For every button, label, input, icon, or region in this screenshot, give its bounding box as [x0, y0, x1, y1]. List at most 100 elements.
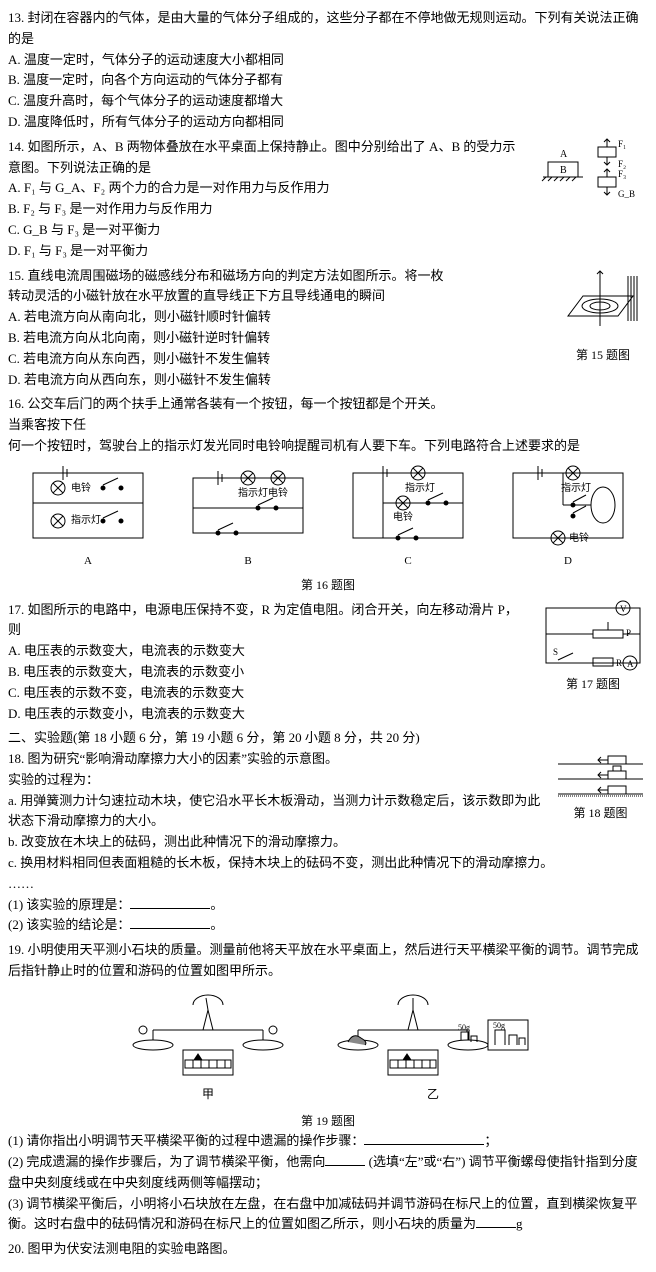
- circuit-a: 电铃 指示灯 A: [23, 463, 153, 571]
- svg-text:指示灯: 指示灯: [238, 486, 268, 499]
- question-13: 13. 封闭在容器内的气体，是由大量的气体分子组成的，这些分子都在不停地做无规则…: [8, 8, 648, 133]
- svg-text:50g: 50g: [458, 1023, 470, 1032]
- q18-p2-blank: [130, 915, 210, 929]
- svg-text:电铃: 电铃: [569, 531, 589, 544]
- svg-text:S: S: [553, 647, 558, 657]
- circuit-a-label: A: [23, 553, 153, 571]
- q14-opt-d: D. F₁ 与 F₃ 是一对平衡力: [8, 241, 648, 262]
- svg-text:P: P: [626, 628, 631, 638]
- circuit-b: 指示灯 电铃 B: [183, 463, 313, 571]
- question-14: B A F₁ F₂ F₃ G_B 14. 如图所示，A、B 两物体叠放在水平桌面…: [8, 137, 648, 262]
- svg-text:指示灯: 指示灯: [561, 481, 591, 494]
- svg-text:指示灯: 指示灯: [405, 481, 435, 494]
- circuit-c-label: C: [343, 553, 473, 571]
- svg-text:50g: 50g: [493, 1021, 505, 1030]
- svg-text:F₂: F₂: [618, 159, 626, 169]
- circuit-d-diagram: 指示灯 电铃: [503, 463, 633, 553]
- q15-figure: 第 15 题图: [558, 266, 648, 365]
- q17-stem: 17. 如图所示的电路中，电源电压保持不变，R 为定值电阻。闭合开关，向左移动滑…: [8, 602, 518, 638]
- q16-caption: 第 16 题图: [8, 576, 648, 595]
- q15-opt-c: C. 若电流方向从东向西，则小磁针不发生偏转: [8, 349, 648, 370]
- q18-caption: 第 18 题图: [553, 804, 648, 823]
- q19-caption: 第 19 题图: [8, 1112, 648, 1131]
- q19-figures: 甲 50g: [8, 990, 648, 1104]
- q16-stem2: 当乘客按下任: [8, 417, 86, 432]
- q13-opt-a: A. 温度一定时，气体分子的运动速度大小都相同: [8, 50, 648, 71]
- balance-left: 甲: [123, 990, 293, 1104]
- q18-p2: (2) 该实验的结论是：: [8, 917, 130, 932]
- q15-caption: 第 15 题图: [558, 346, 648, 365]
- q19-stem: 19. 小明使用天平测小石块的质量。测量前他将天平放在水平桌面上，然后进行天平横…: [8, 942, 639, 978]
- q18-stem: 18. 图为研究“影响滑动摩擦力大小的因素”实验的示意图。: [8, 751, 338, 766]
- question-17: V S P R A 第 17 题图 17. 如图所示的电路中，电源电压保持不变，…: [8, 600, 648, 725]
- friction-experiment-icon: [553, 749, 648, 804]
- question-20: 20. 图甲为伏安法测电阻的实验电路图。: [8, 1239, 648, 1260]
- q17-caption: 第 17 题图: [538, 675, 648, 694]
- circuit-a-diagram: 电铃 指示灯: [23, 463, 153, 553]
- q19-unit: g: [516, 1216, 523, 1231]
- svg-text:V: V: [620, 604, 627, 614]
- question-15: 第 15 题图 15. 直线电流周围磁场的磁感线分布和磁场方向的判定方法如图所示…: [8, 266, 648, 391]
- q19-p2a: (2) 完成遗漏的操作步骤后，为了调节横梁平衡，他需向: [8, 1154, 325, 1169]
- q18-a: a. 用弹簧测力计匀速拉动木块，使它沿水平长木板滑动，当测力计示数稳定后，该示数…: [8, 793, 540, 829]
- svg-text:B: B: [560, 165, 567, 176]
- q14-stem: 14. 如图所示，A、B 两物体叠放在水平桌面上保持静止。图中分别给出了 A、B…: [8, 139, 515, 154]
- q18-p1: (1) 该实验的原理是：: [8, 897, 130, 912]
- section-2-heading: 二、实验题(第 18 小题 6 分，第 19 小题 6 分，第 20 小题 8 …: [8, 728, 648, 749]
- q18-figure: 第 18 题图: [553, 749, 648, 823]
- q16-stem3: 何一个按钮时，驾驶台上的指示灯发光同时电铃响提醒司机有人要下车。下列电路符合上述…: [8, 438, 580, 453]
- svg-text:电铃: 电铃: [393, 510, 413, 523]
- svg-text:电铃: 电铃: [71, 481, 91, 494]
- svg-text:A: A: [627, 659, 634, 669]
- circuit-c-diagram: 指示灯 电铃: [343, 463, 473, 553]
- q15-opt-d: D. 若电流方向从西向东，则小磁针不发生偏转: [8, 370, 648, 391]
- circuit-b-diagram: 指示灯 电铃: [183, 463, 313, 553]
- circuit-d: 指示灯 电铃 D: [503, 463, 633, 571]
- q14-stem2: 意图。下列说法正确的是: [8, 160, 151, 175]
- q19-p1-blank: [364, 1131, 484, 1145]
- magnetic-field-icon: [558, 266, 648, 346]
- q18-b: b. 改变放在木块上的砝码，测出此种情况下的滑动摩擦力。: [8, 834, 346, 849]
- question-19: 19. 小明使用天平测小石块的质量。测量前他将天平放在水平桌面上，然后进行天平横…: [8, 940, 648, 1235]
- q18-dots: ……: [8, 876, 34, 891]
- q18-line1: 实验的过程为：: [8, 772, 99, 787]
- svg-text:F₁: F₁: [618, 139, 626, 149]
- q15-stem: 15. 直线电流周围磁场的磁感线分布和磁场方向的判定方法如图所示。将一枚: [8, 268, 444, 283]
- svg-text:G_B: G_B: [618, 189, 635, 199]
- q15-opt-a: A. 若电流方向从南向北，则小磁针顺时针偏转: [8, 307, 648, 328]
- q17-figure: V S P R A 第 17 题图: [538, 600, 648, 694]
- q16-circuits: 电铃 指示灯 A 指示灯 电铃: [8, 463, 648, 571]
- circuit-vp-icon: V S P R A: [538, 600, 648, 675]
- circuit-b-label: B: [183, 553, 313, 571]
- q15-stem2: 转动灵活的小磁针放在水平放置的直导线正下方且导线通电的瞬间: [8, 288, 385, 303]
- svg-text:R: R: [616, 658, 622, 668]
- balance-jia-icon: [123, 990, 293, 1085]
- q18-c: c. 换用材料相同但表面粗糙的长木板，保持木块上的砝码不变，测出此种情况下的滑动…: [8, 855, 553, 870]
- balance-right-label: 乙: [333, 1085, 533, 1104]
- q19-p3: (3) 调节横梁平衡后，小明将小石块放在左盘，在右盘中加减砝码并调节游码在标尺上…: [8, 1196, 637, 1232]
- q13-opt-d: D. 温度降低时，所有气体分子的运动方向都相同: [8, 112, 648, 133]
- q19-p1: (1) 请你指出小明调节天平横梁平衡的过程中遗漏的操作步骤：: [8, 1133, 364, 1148]
- svg-text:指示灯: 指示灯: [71, 513, 101, 526]
- q19-p2-blank: [325, 1152, 365, 1166]
- svg-text:F₃: F₃: [618, 169, 626, 179]
- q18-p1-blank: [130, 895, 210, 909]
- balance-left-label: 甲: [123, 1085, 293, 1104]
- q13-stem: 13. 封闭在容器内的气体，是由大量的气体分子组成的，这些分子都在不停地做无规则…: [8, 10, 639, 46]
- q19-p3-blank: [476, 1214, 516, 1228]
- q13-opt-c: C. 温度升高时，每个气体分子的运动速度都增大: [8, 91, 648, 112]
- svg-text:A: A: [560, 149, 568, 160]
- force-diagram-icon: B A F₁ F₂ F₃ G_B: [538, 137, 648, 207]
- q17-opt-d: D. 电压表的示数变小，电流表的示数变大: [8, 704, 648, 725]
- q15-opt-b: B. 若电流方向从北向南，则小磁针逆时针偏转: [8, 328, 648, 349]
- q16-stem: 16. 公交车后门的两个扶手上通常各装有一个按钮，每一个按钮都是个开关。: [8, 396, 444, 411]
- balance-yi-icon: 50g 50g: [333, 990, 533, 1085]
- q20-stem: 20. 图甲为伏安法测电阻的实验电路图。: [8, 1241, 236, 1256]
- q14-opt-c: C. G_B 与 F₃ 是一对平衡力: [8, 220, 648, 241]
- q13-opt-b: B. 温度一定时，向各个方向运动的气体分子都有: [8, 70, 648, 91]
- q14-figure: B A F₁ F₂ F₃ G_B: [538, 137, 648, 207]
- svg-text:电铃: 电铃: [268, 486, 288, 499]
- balance-right: 50g 50g 乙: [333, 990, 533, 1104]
- circuit-d-label: D: [503, 553, 633, 571]
- question-16: 16. 公交车后门的两个扶手上通常各装有一个按钮，每一个按钮都是个开关。 当乘客…: [8, 394, 648, 595]
